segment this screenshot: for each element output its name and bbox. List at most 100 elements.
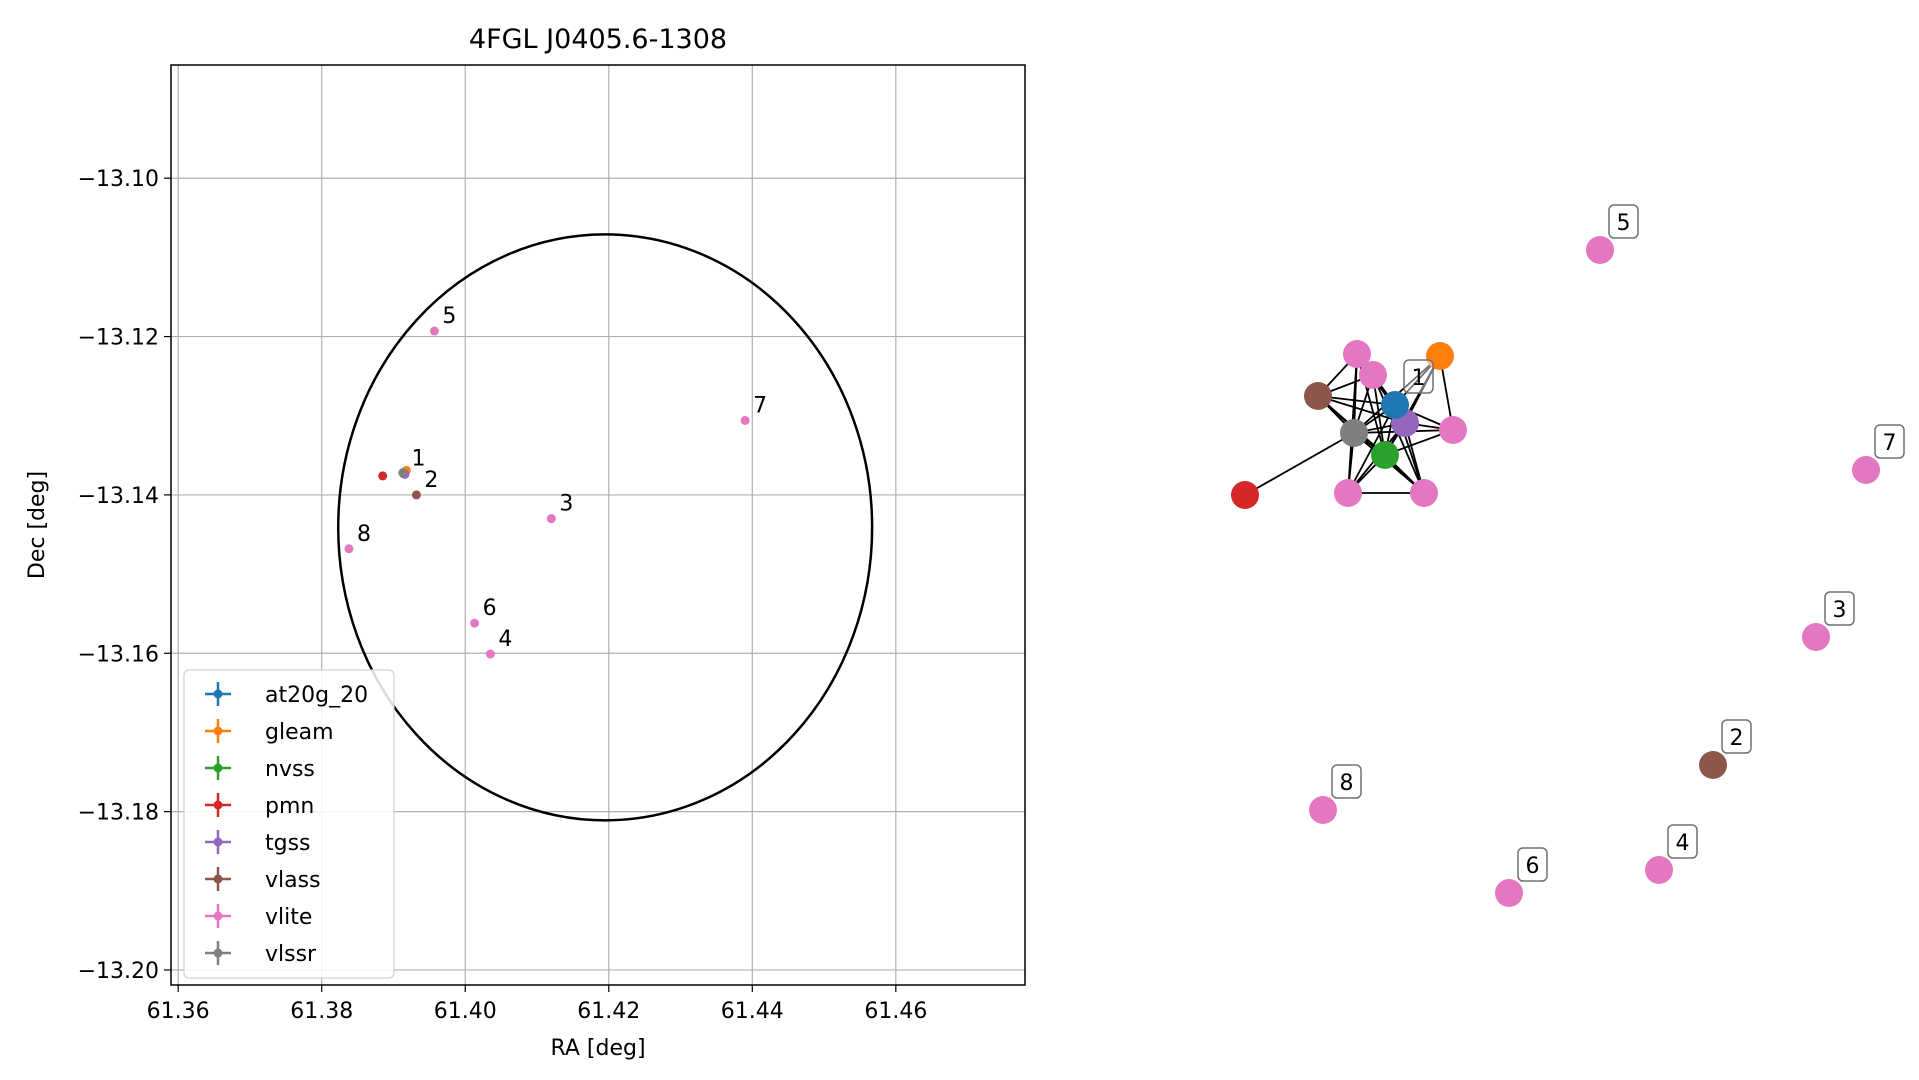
y-axis-label: Dec [deg]: [25, 471, 50, 579]
x-tick-label: 61.36: [147, 999, 210, 1024]
chart-title: 4FGL J0405.6-1308: [469, 24, 727, 55]
point-annotation: 5: [442, 304, 456, 329]
graph-node-vlite: [1439, 416, 1467, 444]
graph-label-text: 6: [1526, 854, 1540, 879]
y-tick-label: −13.20: [78, 959, 159, 984]
legend-box: [183, 669, 395, 979]
graph-node-vlite: [1359, 361, 1387, 389]
legend-entry-pmn: pmn: [205, 793, 314, 819]
x-tick-label: 61.46: [864, 999, 927, 1024]
legend-entry-vlssr: vlssr: [205, 941, 317, 967]
legend-marker-dot: [213, 689, 223, 699]
point-vlite: [740, 415, 750, 425]
legend-marker-dot: [213, 837, 223, 847]
point-vlite: [344, 544, 354, 554]
y-tick-label: −13.16: [78, 642, 159, 667]
x-axis-label: RA [deg]: [550, 1036, 645, 1061]
graph-node-vlite: [1802, 623, 1830, 651]
legend-label: nvss: [265, 757, 315, 782]
graph-node-vlite: [1645, 856, 1673, 884]
legend-label: vlite: [265, 905, 312, 930]
graph-node-labels: 1 5 7 3 2 8 4 6: [1331, 204, 1905, 882]
graph-node-label: 7: [1874, 424, 1905, 459]
point-pmn: [378, 471, 388, 481]
legend-label: at20g_20: [265, 683, 368, 708]
graph-node-label: 3: [1824, 591, 1855, 626]
graph-node-vlass: [1699, 751, 1727, 779]
graph-edge: [1244, 432, 1355, 496]
graph-node-vlite: [1852, 456, 1880, 484]
point-annotation: 4: [498, 627, 512, 652]
point-vlite: [485, 649, 495, 659]
graph-label-box: [1874, 424, 1905, 459]
y-tick-label: −13.12: [78, 326, 159, 351]
graph-node-vlite: [1334, 479, 1362, 507]
legend-entry-gleam: gleam: [205, 719, 334, 745]
x-tick-label: 61.44: [721, 999, 784, 1024]
legend-marker-dot: [213, 911, 223, 921]
error-ellipse: [336, 233, 874, 822]
graph-node-label: 8: [1331, 764, 1362, 799]
graph-node-label: 2: [1721, 719, 1752, 754]
x-axis-ticks: 61.36 61.38 61.40 61.42 61.44 61.46: [147, 985, 927, 1024]
y-tick-label: −13.14: [78, 484, 159, 509]
graph-label-box: [1824, 591, 1855, 626]
graph-label-text: 1: [1412, 366, 1426, 391]
graph-label-box: [1331, 764, 1362, 799]
point-vlass: [411, 490, 421, 500]
graph-node-label: 5: [1608, 204, 1639, 239]
graph-node-label: 4: [1667, 824, 1698, 859]
graph-node-vlite: [1586, 236, 1614, 264]
x-tick-label: 61.38: [290, 999, 353, 1024]
legend-label: gleam: [265, 720, 334, 745]
y-tick-label: −13.18: [78, 801, 159, 826]
plot-frame: [170, 64, 1026, 986]
point-vlssr: [398, 468, 408, 478]
graph-node-vlite: [1309, 796, 1337, 824]
legend-label: pmn: [265, 794, 314, 819]
graph-nodes: [1231, 236, 1880, 907]
point-annotation: 6: [483, 596, 497, 621]
point-vlite: [546, 514, 556, 524]
graph-label-text: 3: [1833, 598, 1847, 623]
graph-label-box: [1517, 847, 1548, 882]
graph-node-vlssr: [1340, 419, 1368, 447]
graph-node-vlass: [1304, 382, 1332, 410]
legend-label: vlssr: [265, 942, 317, 967]
graph-node-pmn: [1231, 481, 1259, 509]
y-axis-ticks: −13.10 −13.12 −13.14 −13.16 −13.18 −13.20: [78, 167, 171, 984]
point-annotation: 3: [559, 492, 573, 517]
point-annotation: 1: [412, 447, 426, 472]
point-vlite: [470, 618, 480, 628]
graph-node-label: 1: [1403, 359, 1434, 394]
x-tick-label: 61.40: [434, 999, 497, 1024]
graph-label-box: [1608, 204, 1639, 239]
graph-label-text: 5: [1617, 211, 1631, 236]
graph-label-box: [1667, 824, 1698, 859]
graph-label-text: 8: [1340, 771, 1354, 796]
legend-marker-dot: [213, 763, 223, 773]
legend-marker-dot: [213, 726, 223, 736]
legend-entry-vlass: vlass: [205, 867, 321, 893]
graph-node-nvss: [1371, 441, 1399, 469]
network-graph-panel: 1 5 7 3 2 8 4 6: [1231, 204, 1905, 907]
graph-label-text: 2: [1730, 726, 1744, 751]
data-points: [344, 326, 750, 659]
legend-label: vlass: [265, 868, 321, 893]
legend-entry-vlite: vlite: [205, 904, 312, 930]
graph-node-label: 6: [1517, 847, 1548, 882]
point-annotation: 8: [357, 522, 371, 547]
x-tick-label: 61.42: [577, 999, 640, 1024]
legend-entry-nvss: nvss: [205, 756, 315, 782]
graph-node-vlite: [1343, 340, 1371, 368]
graph-node-vlite: [1410, 479, 1438, 507]
point-annotation: 2: [424, 468, 438, 493]
legend-marker-dot: [213, 948, 223, 958]
legend-entry-tgss: tgss: [205, 830, 311, 856]
legend-marker-dot: [213, 874, 223, 884]
graph-label-text: 7: [1883, 431, 1897, 456]
graph-node-at20g_20: [1381, 391, 1409, 419]
